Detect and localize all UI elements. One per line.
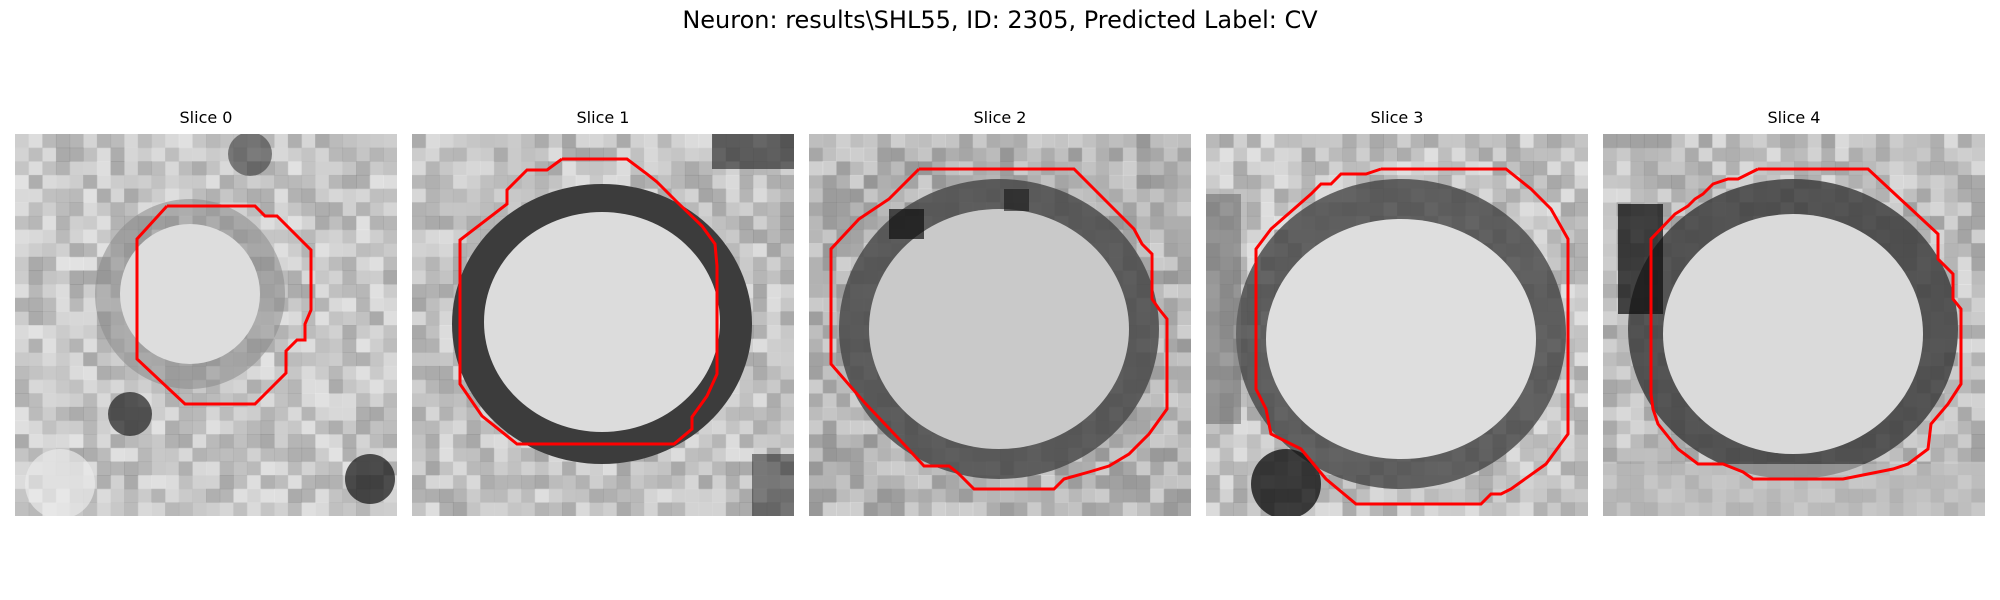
contour-2 — [829, 167, 1169, 491]
microscopy-slice-1 — [412, 134, 794, 516]
slice-panels: Slice 0 Slice 1 Slice 2 — [15, 108, 1985, 518]
microscopy-slice-0 — [15, 134, 397, 516]
microscopy-slice-2 — [809, 134, 1191, 516]
slice-title-4: Slice 4 — [1767, 108, 1821, 127]
microscopy-slice-3 — [1206, 134, 1588, 516]
slice-panel-3: Slice 3 — [1206, 108, 1588, 518]
figure-title: Neuron: results\SHL55, ID: 2305, Predict… — [682, 6, 1318, 34]
contour-4 — [1649, 167, 1963, 481]
microscopy-slice-4 — [1603, 134, 1985, 516]
slice-panel-4: Slice 4 — [1603, 108, 1985, 518]
contour-3 — [1254, 167, 1570, 506]
slice-title-0: Slice 0 — [179, 108, 233, 127]
slice-panel-2: Slice 2 — [809, 108, 1191, 518]
slice-panel-0: Slice 0 — [15, 108, 397, 518]
contour-1 — [458, 157, 719, 446]
slice-title-1: Slice 1 — [576, 108, 630, 127]
slice-panel-1: Slice 1 — [412, 108, 794, 518]
slice-title-3: Slice 3 — [1370, 108, 1424, 127]
slice-title-2: Slice 2 — [973, 108, 1027, 127]
contour-0 — [135, 204, 313, 406]
